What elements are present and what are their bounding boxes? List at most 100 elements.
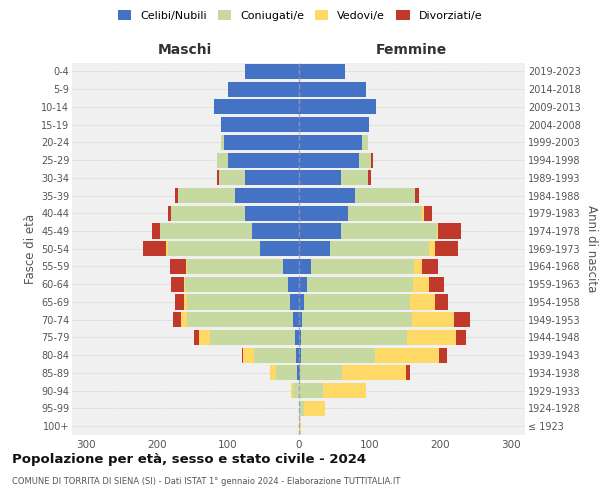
Bar (435, 241, 458, 256)
Bar (304, 401, 325, 416)
Bar (429, 276, 445, 292)
Bar (185, 276, 288, 292)
Bar (439, 348, 447, 362)
Bar (299, 117, 369, 132)
Bar (299, 152, 359, 168)
Bar (295, 330, 299, 345)
Bar (235, 188, 299, 203)
Bar (170, 259, 186, 274)
Bar (214, 100, 299, 114)
Bar (178, 188, 235, 203)
Bar (221, 117, 299, 132)
Bar (307, 276, 413, 292)
Bar (362, 135, 368, 150)
Bar (160, 224, 253, 238)
Bar (299, 348, 301, 362)
Bar (323, 383, 366, 398)
Bar (184, 276, 185, 292)
Bar (181, 312, 187, 327)
Bar (187, 294, 290, 310)
Bar (288, 276, 299, 292)
Bar (407, 330, 457, 345)
Bar (217, 170, 218, 186)
Bar (299, 206, 348, 221)
Bar (299, 82, 366, 96)
Bar (406, 366, 410, 380)
Bar (299, 224, 341, 238)
Bar (297, 366, 299, 380)
Bar (243, 348, 254, 362)
Bar (187, 259, 283, 274)
Bar (437, 224, 438, 238)
Bar (299, 418, 301, 434)
Bar (260, 241, 299, 256)
Bar (299, 330, 301, 345)
Bar (299, 188, 355, 203)
Bar (301, 348, 375, 362)
Bar (299, 383, 323, 398)
Bar (301, 330, 407, 345)
Bar (228, 152, 299, 168)
Y-axis label: Fasce di età: Fasce di età (23, 214, 37, 284)
Bar (210, 330, 295, 345)
Bar (242, 348, 243, 362)
Bar (173, 312, 181, 327)
Bar (184, 294, 187, 310)
Bar (245, 206, 299, 221)
Bar (187, 312, 293, 327)
Bar (371, 152, 373, 168)
Bar (224, 135, 299, 150)
Bar (299, 259, 311, 274)
Bar (175, 294, 184, 310)
Bar (218, 170, 245, 186)
Bar (341, 224, 437, 238)
Bar (299, 401, 304, 416)
Bar (253, 224, 299, 238)
Bar (186, 259, 187, 274)
Text: COMUNE DI TORRITA DI SIENA (SI) - Dati ISTAT 1° gennaio 2024 - Elaborazione TUTT: COMUNE DI TORRITA DI SIENA (SI) - Dati I… (12, 478, 400, 486)
Bar (304, 294, 410, 310)
Bar (414, 259, 422, 274)
Bar (430, 241, 435, 256)
Bar (341, 170, 368, 186)
Bar (413, 276, 429, 292)
Bar (299, 276, 307, 292)
Bar (293, 312, 299, 327)
Y-axis label: Anni di nascita: Anni di nascita (585, 205, 598, 292)
Bar (296, 348, 299, 362)
Bar (457, 330, 466, 345)
Bar (293, 383, 299, 398)
Bar (221, 135, 224, 150)
Text: Femmine: Femmine (376, 43, 448, 57)
Bar (359, 152, 371, 168)
Bar (228, 82, 299, 96)
Bar (331, 241, 430, 256)
Bar (199, 330, 210, 345)
Bar (299, 100, 376, 114)
Legend: Celibi/Nubili, Coniugati/e, Vedovi/e, Divorziati/e: Celibi/Nubili, Coniugati/e, Vedovi/e, Di… (113, 6, 487, 25)
Bar (415, 188, 419, 203)
Bar (166, 241, 167, 256)
Bar (302, 312, 412, 327)
Bar (292, 383, 293, 398)
Bar (299, 170, 341, 186)
Bar (424, 206, 432, 221)
Bar (245, 64, 299, 79)
Bar (283, 259, 299, 274)
Bar (438, 224, 461, 238)
Bar (368, 170, 371, 186)
Bar (175, 188, 178, 203)
Bar (299, 312, 302, 327)
Text: Popolazione per età, sesso e stato civile - 2024: Popolazione per età, sesso e stato civil… (12, 452, 366, 466)
Bar (355, 188, 415, 203)
Bar (167, 241, 260, 256)
Bar (299, 366, 300, 380)
Bar (412, 312, 454, 327)
Bar (245, 170, 299, 186)
Bar (276, 366, 297, 380)
Bar (152, 224, 160, 238)
Bar (343, 366, 406, 380)
Bar (348, 206, 422, 221)
Bar (410, 294, 435, 310)
Bar (422, 259, 438, 274)
